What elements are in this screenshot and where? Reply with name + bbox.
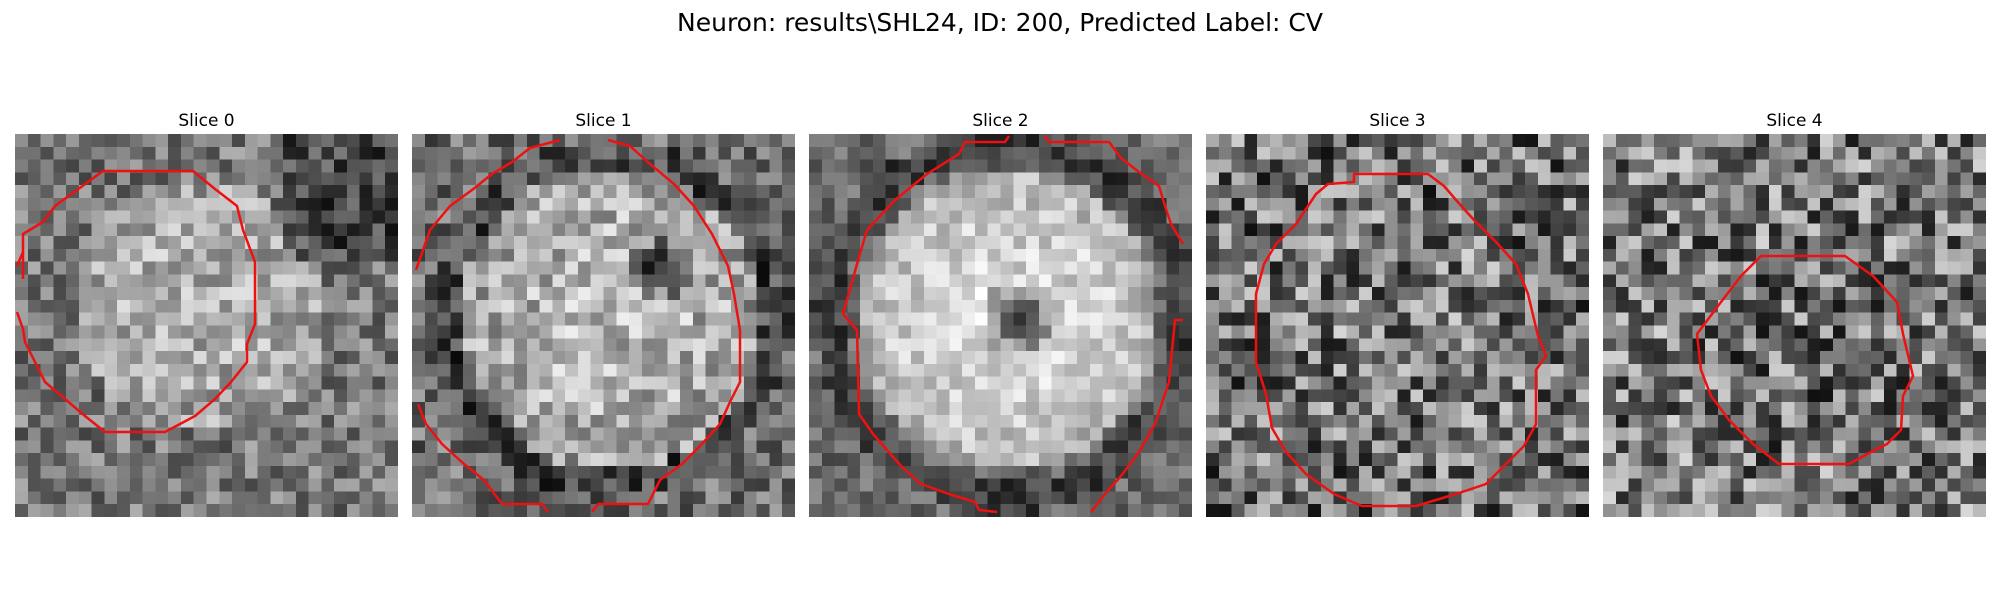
roi-contour-0: [15, 169, 257, 434]
slice-pixels-0: [15, 134, 398, 517]
slice-title-4: Slice 4: [1766, 111, 1823, 131]
slice-panel-1: Slice 1: [412, 110, 795, 517]
slice-image-2: [809, 134, 1192, 517]
slice-image-4: [1603, 134, 1986, 517]
roi-contour-1: [414, 138, 742, 513]
roi-contour-3: [1254, 172, 1548, 508]
slice-image-1: [412, 134, 795, 517]
slice-title-1: Slice 1: [575, 111, 632, 131]
slice-pixels-4: [1603, 134, 1986, 517]
slice-panel-0: Slice 0: [15, 110, 398, 517]
slice-title-0: Slice 0: [178, 111, 235, 131]
slice-panel-3: Slice 3: [1206, 110, 1589, 517]
slice-pixels-1: [412, 134, 795, 517]
slice-image-3: [1206, 134, 1589, 517]
slice-pixels-3: [1206, 134, 1589, 517]
slice-image-0: [15, 134, 398, 517]
slice-title-2: Slice 2: [972, 111, 1029, 131]
slice-title-3: Slice 3: [1369, 111, 1426, 131]
figure-title: Neuron: results\SHL24, ID: 200, Predicte…: [677, 8, 1323, 37]
roi-contour-2: [841, 135, 1185, 514]
slice-panel-4: Slice 4: [1603, 110, 1986, 517]
slice-panel-2: Slice 2: [809, 110, 1192, 517]
roi-contour-4: [1695, 254, 1915, 466]
slice-pixels-2: [809, 134, 1192, 517]
